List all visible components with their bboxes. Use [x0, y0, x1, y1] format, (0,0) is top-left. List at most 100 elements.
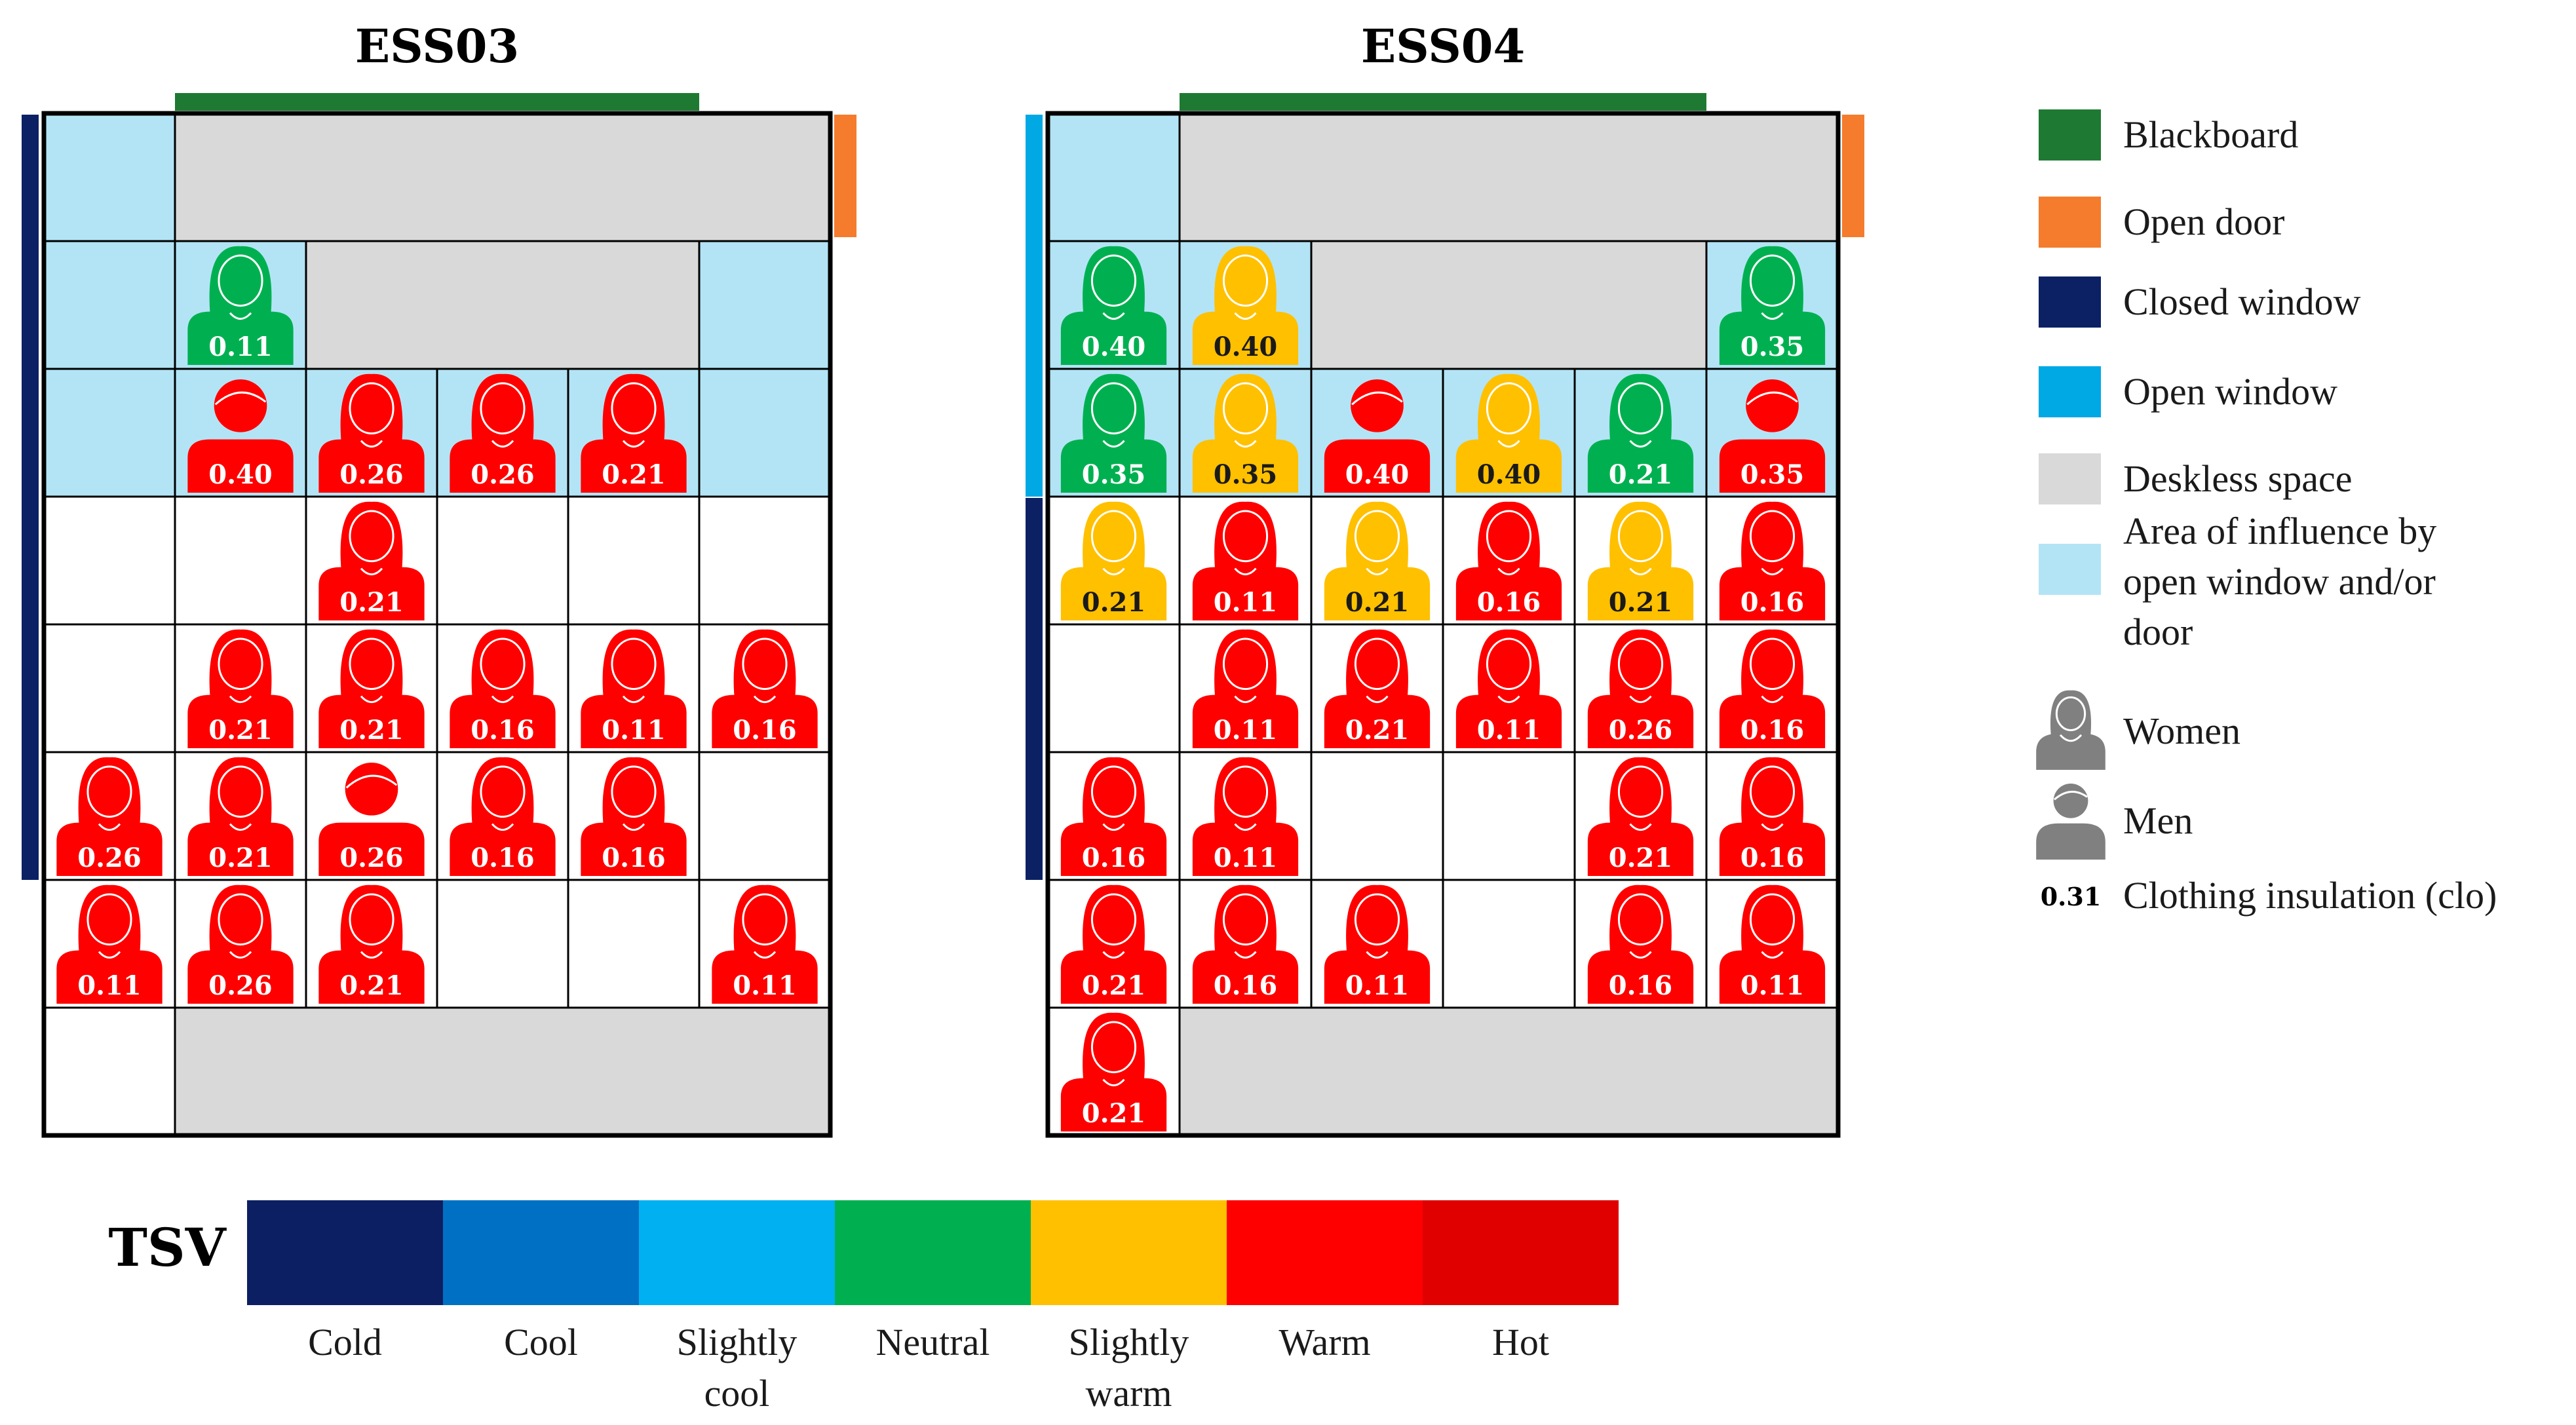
influence-area — [1048, 113, 1180, 241]
clo-value: 0.11 — [1740, 970, 1804, 1001]
clo-value: 0.21 — [1345, 715, 1409, 746]
student-women: 0.21 — [1324, 501, 1431, 620]
clo-value: 0.11 — [1214, 587, 1277, 618]
legend-label: Blackboard — [2123, 113, 2298, 156]
clo-value: 0.16 — [471, 843, 534, 873]
tsv-category-neutral: Neutral — [835, 1200, 1031, 1363]
student-women: 0.16 — [450, 757, 556, 876]
clo-value: 0.16 — [1609, 970, 1672, 1001]
legend-item-open-door: Open door — [2039, 197, 2284, 248]
clo-value: 0.40 — [1214, 332, 1277, 362]
legend-swatch — [2039, 276, 2101, 328]
clo-value: 0.21 — [1345, 587, 1409, 618]
clo-value: 0.21 — [1609, 587, 1672, 618]
tsv-category-warm: Warm — [1227, 1200, 1423, 1363]
clo-value: 0.40 — [1082, 332, 1145, 362]
classroom-plans: ESS03 0.11 0.40 0.26 0.26 0.21 0.21 0.21 0.21 0.1… — [22, 19, 1864, 1138]
blackboard — [1180, 93, 1706, 111]
student-women: 0.40 — [1192, 246, 1299, 365]
tsv-label: Cool — [504, 1321, 578, 1363]
legend-label: Area of influence by open window and/or do… — [2123, 510, 2436, 653]
tsv-label: Slightly warm — [1069, 1321, 1189, 1415]
legend-label: Open window — [2123, 370, 2337, 413]
classroom-title: ESS04 — [1361, 19, 1525, 73]
legend-swatch — [2039, 453, 2101, 504]
tsv-category-slightly-warm: Slightly warm — [1031, 1200, 1227, 1415]
student-women: 0.11 — [187, 246, 294, 365]
student-men: 0.26 — [318, 763, 425, 876]
clo-value: 0.26 — [339, 843, 403, 873]
clo-value: 0.16 — [1740, 587, 1804, 618]
clo-value: 0.35 — [1740, 332, 1804, 362]
clo-value: 0.35 — [1740, 459, 1804, 490]
student-women: 0.16 — [1719, 629, 1826, 748]
clo-value: 0.11 — [733, 970, 796, 1001]
clo-value: 0.26 — [208, 970, 272, 1001]
student-women: 0.21 — [187, 757, 294, 876]
student-women: 0.16 — [1719, 501, 1826, 620]
clo-value: 0.16 — [602, 843, 665, 873]
tsv-category-cool: Cool — [443, 1200, 639, 1363]
clo-value: 0.16 — [1740, 843, 1804, 873]
student-women: 0.21 — [187, 629, 294, 748]
student-women: 0.11 — [1324, 884, 1431, 1004]
student-women: 0.21 — [1587, 757, 1694, 876]
student-men: 0.35 — [1719, 379, 1826, 493]
clo-value: 0.11 — [1214, 715, 1277, 746]
closed-window — [22, 115, 39, 880]
clo-value: 0.21 — [208, 715, 272, 746]
tsv-category-cold: Cold — [247, 1200, 443, 1363]
student-women: 0.21 — [318, 501, 425, 620]
tsv-swatch — [1227, 1200, 1423, 1305]
legend-label: Closed window — [2123, 280, 2361, 323]
closed-window — [1026, 498, 1043, 880]
clo-value: 0.21 — [1082, 587, 1145, 618]
deskless-space — [1310, 240, 1708, 370]
clo-value: 0.21 — [208, 843, 272, 873]
student-women: 0.21 — [1060, 884, 1167, 1004]
tsv-label: Warm — [1278, 1321, 1370, 1363]
open-door — [1842, 115, 1864, 237]
legend-item-open-window: Open window — [2039, 366, 2337, 417]
legend-label: Deskless space — [2123, 457, 2353, 500]
clo-value: 0.21 — [339, 587, 403, 618]
legend: Blackboard Open door Closed window Open win… — [2036, 109, 2497, 917]
clo-value: 0.11 — [602, 715, 665, 746]
clo-value: 0.21 — [602, 459, 665, 490]
clo-value: 0.16 — [1082, 843, 1145, 873]
legend-item-closed-window: Closed window — [2039, 276, 2361, 328]
tsv-scale: TSV Cold Cool Slightly cool Neutral Slightly wa… — [108, 1200, 1619, 1415]
student-women: 0.11 — [56, 884, 163, 1004]
deskless-space — [1178, 112, 1839, 242]
legend-label: Women — [2123, 710, 2240, 752]
student-women: 0.11 — [581, 629, 687, 748]
student-women: 0.21 — [1060, 1012, 1167, 1131]
clo-value: 0.21 — [339, 715, 403, 746]
classroom-outline — [41, 111, 833, 1138]
student-women: 0.26 — [318, 373, 425, 493]
student-women: 0.16 — [1455, 501, 1562, 620]
clo-value: 0.40 — [1345, 459, 1409, 490]
deskless-space — [174, 112, 832, 242]
clo-value: 0.26 — [339, 459, 403, 490]
student-men: 0.40 — [1324, 379, 1431, 493]
student-women: 0.26 — [187, 884, 294, 1004]
clo-value: 0.16 — [1740, 715, 1804, 746]
legend-label: Clothing insulation (clo) — [2123, 874, 2497, 917]
student-women: 0.21 — [318, 629, 425, 748]
student-women: 0.16 — [1719, 757, 1826, 876]
tsv-title: TSV — [108, 1217, 227, 1278]
classroom-title: ESS03 — [355, 19, 519, 73]
student-women: 0.21 — [1587, 501, 1694, 620]
student-men: 0.40 — [187, 379, 294, 493]
clo-value: 0.16 — [1214, 970, 1277, 1001]
student-women: 0.16 — [1587, 884, 1694, 1004]
student-women: 0.35 — [1719, 246, 1826, 365]
clo-value: 0.21 — [1609, 843, 1672, 873]
tsv-category-hot: Hot — [1423, 1200, 1619, 1363]
student-women: 0.11 — [1455, 629, 1562, 748]
clo-value: 0.11 — [208, 332, 272, 362]
student-women: 0.21 — [1060, 501, 1167, 620]
student-women: 0.11 — [1192, 501, 1299, 620]
